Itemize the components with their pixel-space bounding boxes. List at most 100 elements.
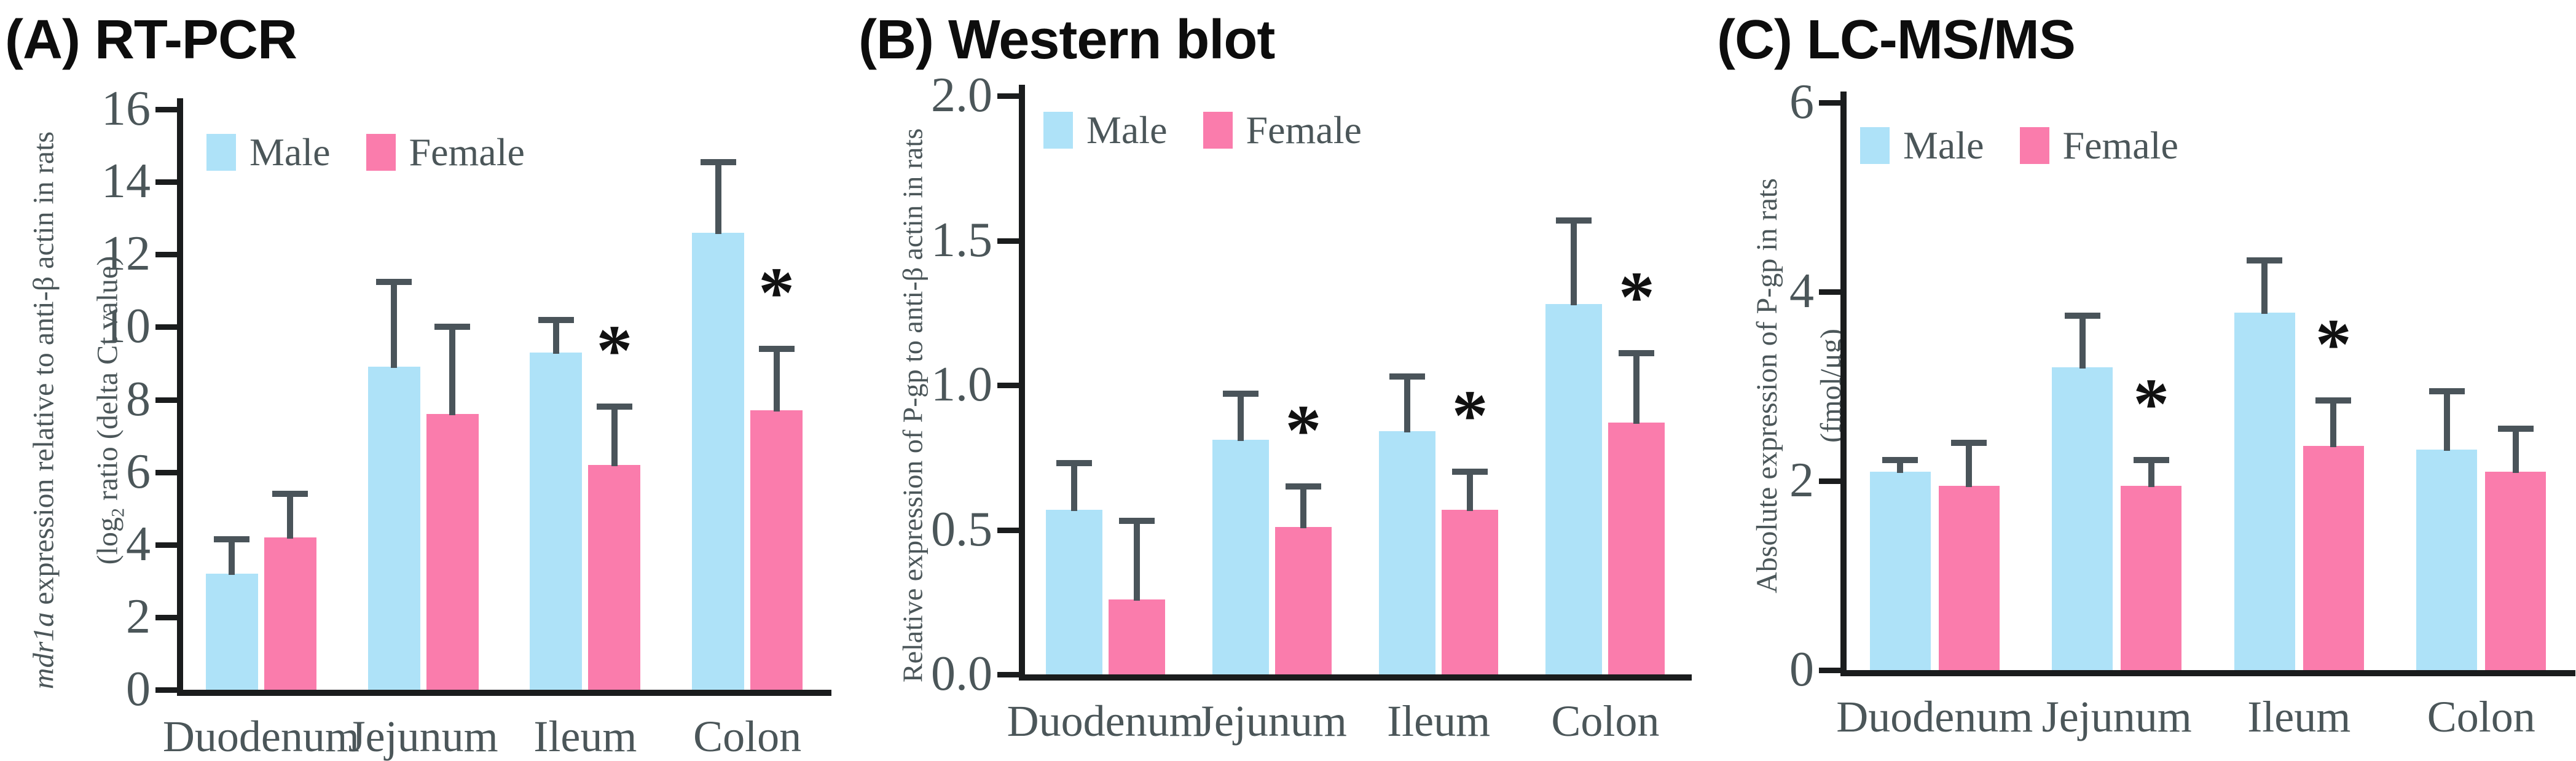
error-bar-cap: [2064, 312, 2100, 319]
error-bar-whisker: [1070, 463, 1077, 511]
legend-female-swatch: [1203, 112, 1233, 149]
male-bar-jejunum: [367, 367, 420, 690]
error-bar-cap: [1882, 457, 1918, 464]
error-bar-whisker: [1237, 394, 1244, 442]
significance-asterisk: *: [2133, 364, 2170, 445]
error-bar-cap: [596, 404, 632, 410]
error-bar-cap: [1452, 469, 1488, 475]
x-axis-line: [1019, 674, 1692, 681]
error-bar-cap: [434, 324, 471, 330]
y-tick-mark: [997, 672, 1022, 677]
legend-female-label: Female: [409, 130, 525, 174]
female-bar-colon: [2485, 471, 2547, 670]
error-bar-cap: [2133, 457, 2169, 464]
category-label-ileum: Ileum: [2247, 692, 2351, 741]
error-bar-whisker: [1633, 353, 1640, 424]
category-label-colon: Colon: [1551, 697, 1660, 746]
error-bar-whisker: [1300, 486, 1306, 528]
error-bar-cap: [2429, 388, 2465, 394]
legend-female-swatch: [366, 134, 396, 171]
legend-male-label: Male: [249, 130, 331, 174]
error-bar-whisker: [2443, 391, 2450, 451]
y-tick-mark: [155, 614, 180, 620]
y-tick-mark: [155, 107, 180, 112]
male-bar-colon: [2416, 450, 2478, 670]
legend-male-swatch: [1860, 127, 1890, 164]
error-bar-whisker: [2261, 260, 2268, 314]
y-tick-mark: [997, 238, 1022, 244]
y-tick-mark: [997, 93, 1022, 99]
male-bar-ileum: [1379, 431, 1436, 674]
panel-lcmsms: (C) LC-MS/MS Absolute expression of P-gp…: [1717, 0, 2576, 752]
error-bar-whisker: [391, 281, 398, 369]
female-bar-duodenum: [1108, 599, 1165, 674]
male-bar-colon: [692, 232, 745, 690]
y-tick-label: 0: [126, 662, 151, 716]
significance-asterisk: *: [596, 310, 633, 391]
male-bar-duodenum: [1869, 471, 1931, 670]
legend: Male Female: [1860, 126, 2178, 165]
error-bar-whisker: [1404, 376, 1411, 433]
female-bar-ileum: [588, 464, 641, 690]
error-bar-whisker: [773, 348, 780, 412]
error-bar-cap: [2315, 397, 2352, 404]
error-bar-whisker: [1897, 460, 1904, 473]
y-tick-label: 8: [126, 372, 151, 426]
female-bar-jejunum: [426, 414, 479, 690]
significance-asterisk: *: [758, 252, 795, 333]
y-axis-line: [1019, 85, 1025, 681]
y-tick-mark: [1819, 478, 1844, 484]
male-bar-duodenum: [205, 574, 258, 690]
category-label-jejunum: Jejunum: [2041, 692, 2192, 741]
significance-asterisk: *: [1618, 257, 1655, 338]
error-bar-cap: [758, 345, 795, 352]
y-tick-label: 0.5: [931, 502, 992, 556]
y-tick-mark: [155, 469, 180, 475]
category-label-jejunum: Jejunum: [1196, 697, 1347, 746]
error-bar-cap: [272, 491, 308, 498]
y-tick-label: 6: [1789, 75, 1814, 129]
error-bar-cap: [214, 536, 250, 542]
error-bar-whisker: [1133, 521, 1140, 601]
legend-male-swatch: [206, 134, 236, 171]
female-bar-duodenum: [264, 537, 316, 690]
error-bar-cap: [1389, 373, 1426, 380]
error-bar-whisker: [715, 162, 721, 234]
male-bar-colon: [1545, 304, 1603, 674]
error-bar-cap: [538, 316, 574, 323]
significance-asterisk: *: [1285, 389, 1322, 470]
error-bar-whisker: [2079, 315, 2086, 369]
female-bar-colon: [750, 410, 803, 690]
x-axis-line: [1840, 670, 2575, 676]
error-bar-whisker: [1571, 220, 1577, 306]
error-bar-cap: [1222, 391, 1259, 397]
male-bar-ileum: [2234, 312, 2295, 670]
legend: Male Female: [1043, 111, 1362, 150]
y-tick-label: 2: [126, 589, 151, 644]
y-axis-line: [177, 98, 183, 696]
y-tick-mark: [155, 687, 180, 693]
y-tick-label: 6: [126, 444, 151, 499]
y-tick-label: 16: [101, 82, 151, 136]
male-bar-duodenum: [1045, 509, 1102, 674]
error-bar-whisker: [2330, 400, 2337, 447]
error-bar-cap: [376, 278, 412, 285]
y-tick-label: 10: [101, 299, 151, 354]
y-tick-label: 1.5: [931, 213, 992, 267]
error-bar-whisker: [611, 407, 618, 466]
y-tick-mark: [155, 179, 180, 185]
error-bar-whisker: [552, 319, 559, 354]
legend-female-label: Female: [1246, 108, 1362, 152]
y-tick-mark: [997, 383, 1022, 388]
y-tick-mark: [1819, 668, 1844, 673]
error-bar-cap: [1556, 217, 1592, 224]
female-bar-jejunum: [1274, 526, 1332, 674]
y-tick-mark: [997, 527, 1022, 533]
category-label-colon: Colon: [693, 712, 802, 761]
category-label-duodenum: Duodenum: [1836, 692, 2033, 741]
significance-asterisk: *: [1451, 375, 1488, 456]
male-bar-jejunum: [1212, 440, 1269, 674]
y-tick-mark: [1819, 100, 1844, 106]
legend: Male Female: [206, 133, 525, 172]
